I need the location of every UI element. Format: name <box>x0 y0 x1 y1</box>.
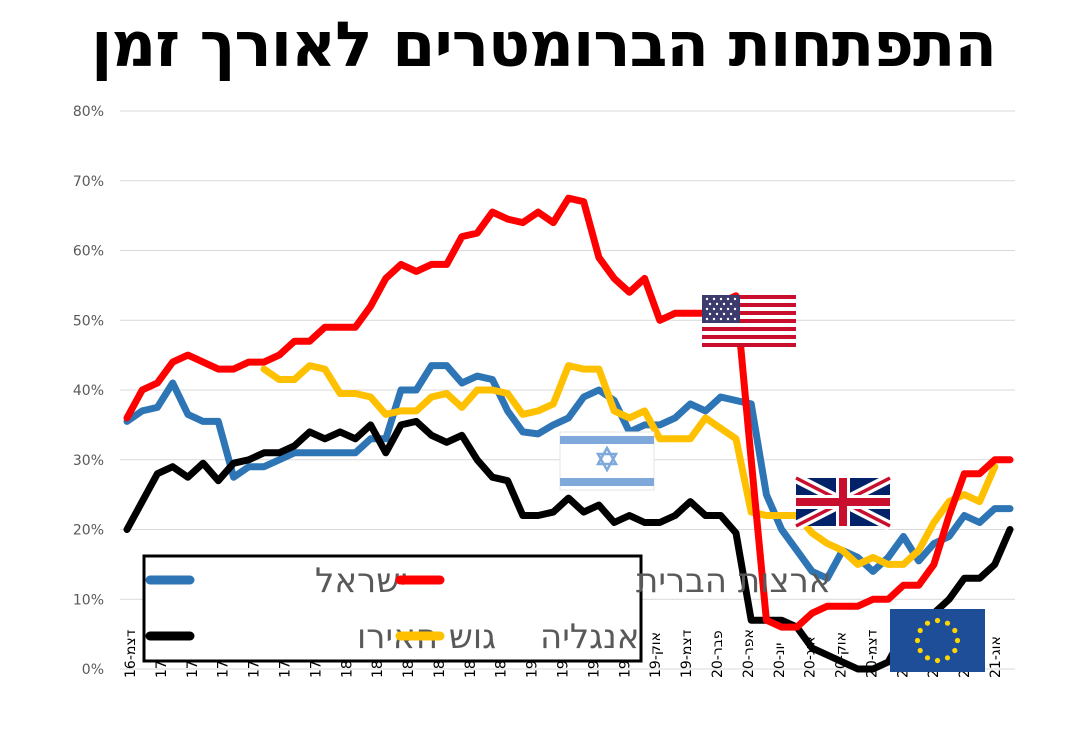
uk-flag-icon <box>793 473 893 531</box>
line-uk <box>260 362 999 568</box>
y-tick-label: 30% <box>73 453 104 469</box>
y-tick-label: 80% <box>73 104 104 120</box>
x-tick-label: דצמ-16 <box>123 629 139 678</box>
line-eurozone <box>123 417 1014 673</box>
flags <box>559 295 985 672</box>
x-tick-label: אוג-21 <box>988 636 1004 678</box>
x-tick-label: פבר-20 <box>710 630 726 678</box>
legend-label-israel: ישראל <box>315 561 408 601</box>
legend-box <box>142 554 643 663</box>
y-tick-label: 60% <box>73 244 104 260</box>
x-tick-label: יונ-20 <box>772 643 788 678</box>
line-usa <box>123 194 1014 631</box>
x-tick-label: דצמ-19 <box>679 629 695 678</box>
y-tick-label: 70% <box>73 174 104 190</box>
x-tick-label: אפר-20 <box>741 629 757 678</box>
legend: ישראל ארצות הברית גוש האירו אנגליה <box>142 554 832 663</box>
y-tick-label: 0% <box>82 662 104 678</box>
chart-title: התפתחות הברומטרים לאורך זמן <box>91 8 997 81</box>
y-axis-ticks: 0% 10% 20% 30% 40% 50% 60% 70% 80% <box>73 104 104 678</box>
y-tick-label: 50% <box>73 313 104 329</box>
usa-flag-icon <box>702 295 796 347</box>
y-tick-label: 20% <box>73 523 104 539</box>
legend-label-uk: אנגליה <box>540 617 640 657</box>
y-tick-label: 40% <box>73 383 104 399</box>
israel-flag-icon <box>559 431 655 491</box>
x-tick-label: אוק-20 <box>834 632 850 678</box>
y-tick-label: 10% <box>73 592 104 608</box>
legend-label-usa: ארצות הברית <box>636 561 832 601</box>
x-tick-label: אוק-19 <box>648 632 664 678</box>
eu-flag-icon <box>890 609 985 672</box>
series-lines <box>123 194 1014 673</box>
